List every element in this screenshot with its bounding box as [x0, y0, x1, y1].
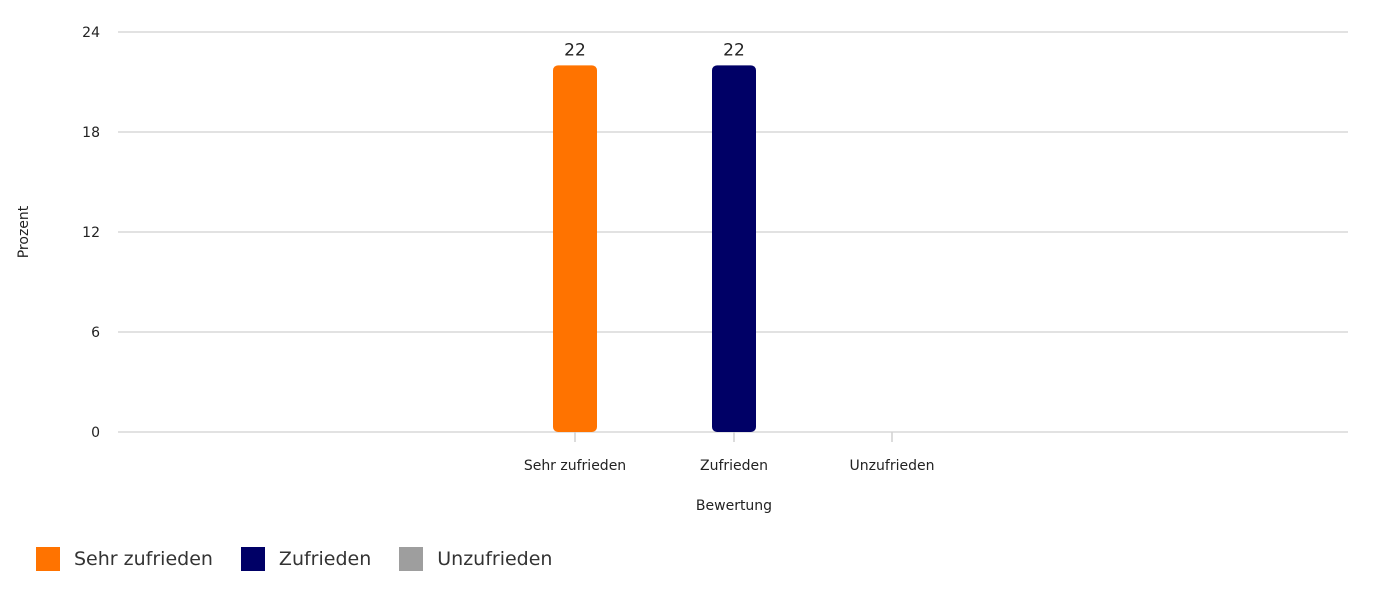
x-tick-label: Sehr zufrieden — [524, 458, 626, 474]
data-label: 22 — [564, 40, 586, 60]
y-axis-label: Prozent — [16, 205, 32, 258]
x-axis-label: Bewertung — [696, 498, 772, 514]
bar — [553, 65, 597, 432]
legend-label: Unzufrieden — [437, 548, 553, 570]
legend-item[interactable]: Zufrieden — [240, 547, 372, 571]
bar — [712, 65, 756, 432]
legend-label: Zufrieden — [278, 548, 372, 570]
data-label: 22 — [723, 40, 745, 60]
y-tick-label: 6 — [91, 325, 100, 341]
legend-label: Sehr zufrieden — [74, 548, 213, 570]
legend-swatch — [240, 547, 265, 571]
y-tick-label: 24 — [82, 25, 100, 41]
legend: Sehr zufrieden Zufrieden Unzufrieden — [36, 547, 552, 571]
x-tick-label: Unzufrieden — [850, 458, 935, 474]
y-tick-label: 18 — [82, 125, 100, 141]
y-tick-label: 12 — [82, 225, 100, 241]
bar-chart: 0 6 12 18 24 Sehr zufrieden Zufrieden Unzufried… — [16, 25, 1348, 514]
legend-swatch — [399, 547, 424, 571]
x-tick-label: Zufrieden — [700, 458, 768, 474]
legend-item[interactable]: Unzufrieden — [399, 547, 552, 571]
legend-item[interactable]: Sehr zufrieden — [36, 547, 213, 571]
y-tick-label: 0 — [91, 425, 100, 441]
legend-swatch — [36, 547, 60, 571]
